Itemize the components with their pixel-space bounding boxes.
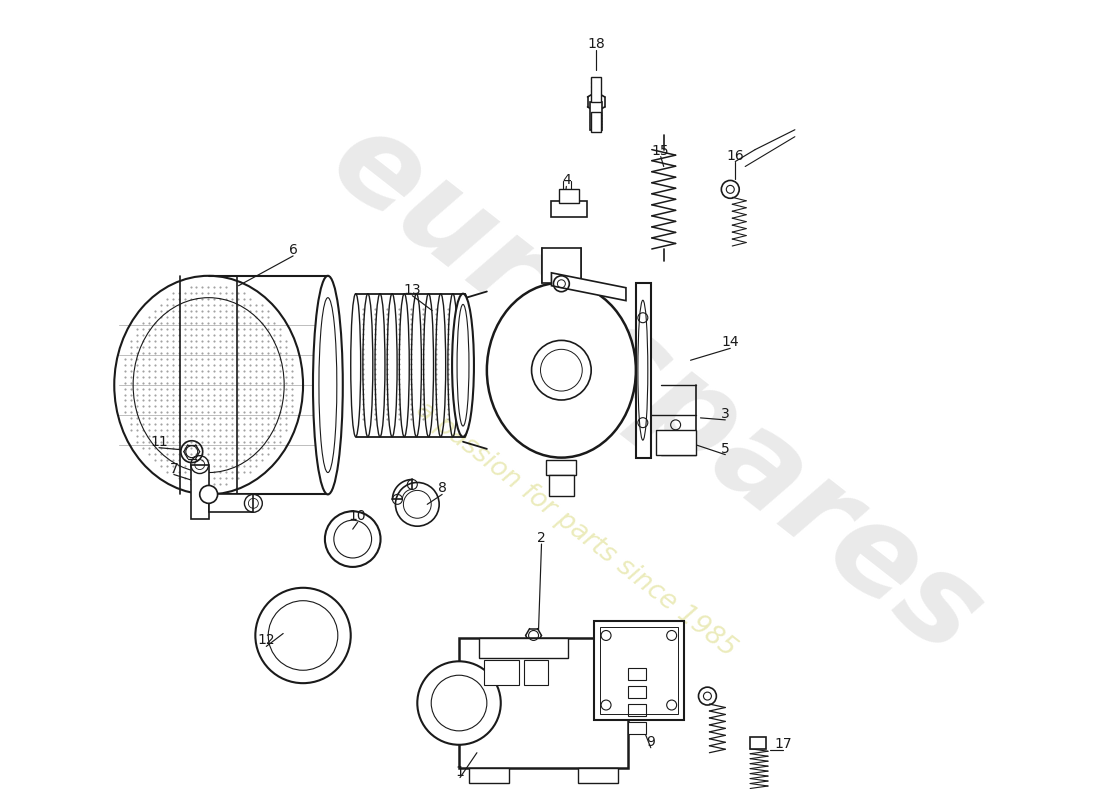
Bar (524, 660, 549, 685)
Text: 11: 11 (150, 434, 168, 449)
Circle shape (417, 662, 500, 745)
Text: 16: 16 (726, 149, 744, 162)
Text: 18: 18 (587, 38, 605, 51)
Text: 12: 12 (257, 634, 275, 647)
Text: 17: 17 (774, 737, 792, 750)
Text: 14: 14 (722, 335, 739, 350)
Bar (591, 112, 601, 132)
Bar (478, 638, 569, 658)
Bar (628, 668, 646, 680)
Bar (579, 768, 618, 782)
Text: 4: 4 (562, 174, 571, 187)
Text: 7: 7 (169, 462, 178, 475)
Text: 10: 10 (349, 510, 366, 523)
Text: 3: 3 (720, 407, 729, 421)
Bar (628, 722, 646, 734)
Bar (636, 282, 651, 458)
Ellipse shape (487, 282, 636, 458)
Text: 6: 6 (288, 243, 297, 257)
Bar (541, 248, 581, 282)
Bar (469, 768, 508, 782)
Text: 5: 5 (720, 442, 729, 456)
Bar (628, 686, 646, 698)
Text: 8: 8 (438, 482, 447, 495)
Bar (601, 626, 678, 714)
Bar (560, 190, 580, 203)
Polygon shape (551, 273, 626, 301)
Bar (209, 494, 253, 512)
Bar (190, 465, 209, 519)
Bar (547, 460, 576, 474)
Bar (628, 704, 646, 716)
Bar (750, 737, 766, 749)
Ellipse shape (314, 276, 343, 494)
Text: eurospares: eurospares (307, 99, 1004, 681)
Bar (591, 102, 602, 130)
Text: 15: 15 (652, 144, 670, 158)
Circle shape (200, 486, 218, 503)
Ellipse shape (452, 294, 474, 437)
Bar (551, 202, 587, 217)
Bar (591, 77, 601, 102)
Bar (484, 660, 518, 685)
Bar (550, 474, 574, 496)
Bar (459, 638, 628, 768)
Bar (656, 430, 695, 454)
Bar (594, 621, 683, 720)
Text: 13: 13 (404, 282, 421, 297)
Text: 1: 1 (455, 765, 464, 778)
Text: a passion for parts since 1985: a passion for parts since 1985 (411, 396, 741, 662)
Text: 9: 9 (647, 734, 656, 749)
Text: 2: 2 (537, 531, 546, 545)
